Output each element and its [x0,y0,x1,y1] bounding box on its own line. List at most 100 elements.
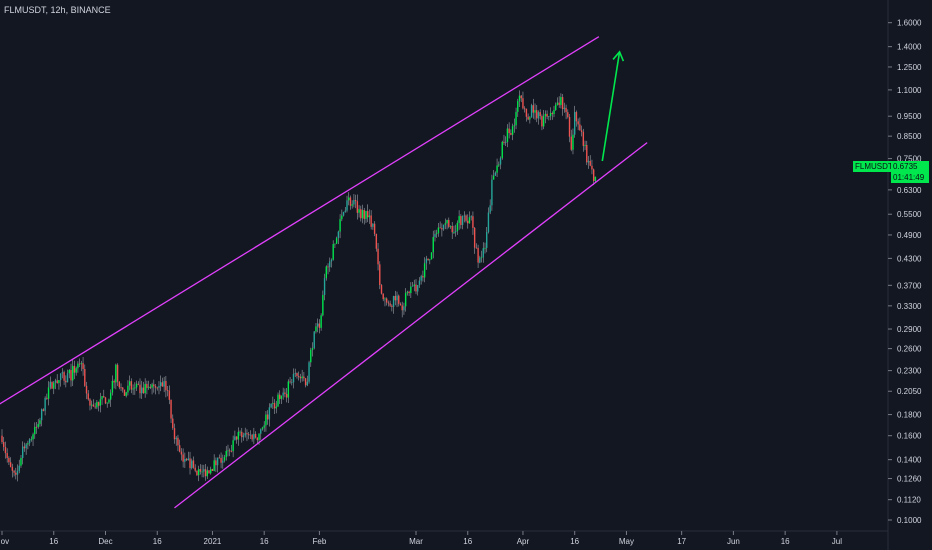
candle-body [101,396,103,400]
candle-body [146,383,148,388]
candle-body [125,392,127,396]
candle-body [291,382,293,384]
candle-body [439,227,441,229]
candle-body [118,381,120,388]
candle-body [574,112,576,135]
candle-body [542,116,545,127]
candle-body [94,406,96,408]
candle-body [396,295,398,301]
candle-body [18,465,20,471]
candle-body [175,437,177,440]
candle-body [548,116,550,118]
candle-body [561,97,564,110]
candle-body [558,102,560,105]
candle-body [299,376,302,379]
candle-body [318,323,321,328]
candle-body [277,394,279,407]
time-axis[interactable]: Nov 16 Dec 16 2021 16 Feb Mar 16 Apr 16 May 17 Jun 16 J… [0,531,842,546]
candle-body [208,470,210,474]
candle-body [470,216,472,218]
candle-body [332,244,334,260]
candle-body [127,385,129,393]
candle-body [479,257,481,263]
channel-lower-line[interactable] [174,142,648,509]
candle-body [370,215,372,227]
candle-body [532,105,534,113]
candle-body [251,434,253,440]
candle-body [387,302,390,304]
candle-body [56,380,58,383]
candle-body [177,437,179,446]
candle-body [525,108,528,117]
candle-body [587,160,590,163]
candle-body [156,387,158,389]
y-tick-label: 0.2900 [897,325,922,334]
x-tick-label: Nov [0,537,9,546]
candle-body [303,376,305,379]
candle-body [30,439,33,441]
candle-body [339,219,341,232]
candle-body [80,363,83,364]
candle-body [358,209,360,213]
candle-body [365,211,367,219]
candle-body [513,125,516,127]
interval-label: 12h [50,5,66,15]
y-tick-label: 0.6300 [897,186,922,195]
up-arrow-shaft[interactable] [601,51,621,162]
candle-body [91,404,93,406]
candle-body [489,205,491,213]
x-tick-label: 16 [153,537,162,546]
drawings[interactable] [0,36,648,509]
up-arrow-head[interactable] [612,50,625,62]
candle-body [486,231,488,248]
candle-body [165,381,167,391]
y-tick-label: 0.3700 [897,281,922,290]
candle-body [382,293,384,300]
candle-body [230,450,233,452]
candle-body [344,210,346,212]
x-tick-label: May [619,537,634,546]
candle-body [72,365,74,381]
candle-body [1,435,3,443]
x-tick-label: 16 [260,537,269,546]
candle-body [92,404,95,407]
candle-body [139,384,141,394]
candle-body [480,257,483,259]
candle-body [246,433,248,435]
candle-body [529,117,531,120]
candle-body [348,197,350,201]
candle-body [196,470,198,476]
candle-body [465,215,467,221]
candle-body [11,467,14,471]
candle-body [404,292,407,307]
candle-body [166,390,169,392]
candle-body [168,390,171,400]
candle-body [296,373,298,376]
candle-body [434,234,436,238]
candle-body [461,216,464,225]
candle-body [530,105,533,118]
candle-body [301,376,303,379]
candle-body [515,111,517,126]
candle-body [260,429,262,434]
candle-body [472,216,474,228]
x-tick-label: Apr [517,537,530,546]
candle-body [425,258,428,264]
candle-body [16,470,19,475]
x-tick-label: Jul [832,537,842,546]
candle-body [565,107,567,113]
candle-body [556,102,559,105]
candle-body [163,381,165,387]
candle-body [544,113,547,117]
candle-body [292,373,295,383]
price-axis[interactable]: 0.1000 0.1120 0.1260 0.1400 0.1600 0.1800 0.20… [888,19,922,525]
candle-body [456,222,459,232]
candle-body [216,457,219,466]
candle-body [47,387,50,399]
candle-body [142,387,145,394]
candle-body [85,385,88,394]
channel-upper-line[interactable] [0,36,600,407]
candle-body [523,108,526,110]
y-tick-label: 1.4000 [897,43,922,52]
